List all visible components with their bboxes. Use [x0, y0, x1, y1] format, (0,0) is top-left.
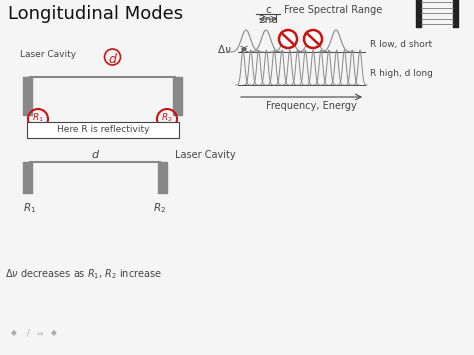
Text: Longitudinal Modes: Longitudinal Modes: [8, 5, 183, 23]
Text: $\Delta\nu$ decreases as $R_1$, $R_2$ increase: $\Delta\nu$ decreases as $R_1$, $R_2$ in…: [5, 267, 162, 281]
Text: 2nd: 2nd: [258, 15, 278, 25]
Text: $\Delta\nu$: $\Delta\nu$: [218, 43, 232, 55]
FancyBboxPatch shape: [27, 122, 179, 138]
Text: ⇒: ⇒: [37, 328, 43, 338]
Text: d: d: [109, 53, 117, 66]
Text: $R_2$: $R_2$: [154, 201, 166, 215]
Text: c: c: [265, 5, 271, 15]
Circle shape: [279, 30, 297, 48]
Text: d: d: [91, 150, 99, 160]
Text: R low, d short: R low, d short: [370, 39, 432, 49]
Text: Free Spectral Range: Free Spectral Range: [284, 5, 382, 15]
Text: Here R is reflectivity: Here R is reflectivity: [57, 126, 149, 135]
Text: /: /: [27, 328, 29, 338]
Text: $R_1$: $R_1$: [23, 201, 36, 215]
Text: $R_1$: $R_1$: [32, 112, 44, 124]
Text: ◆: ◆: [51, 328, 57, 338]
Text: Laser Cavity: Laser Cavity: [175, 150, 236, 160]
Text: Frequency, Energy: Frequency, Energy: [266, 101, 357, 111]
Text: Laser Cavity: Laser Cavity: [20, 50, 76, 59]
Text: R high, d long: R high, d long: [370, 69, 433, 77]
Text: ◆: ◆: [11, 328, 17, 338]
Circle shape: [304, 30, 322, 48]
Text: $R_2$: $R_2$: [161, 112, 173, 124]
